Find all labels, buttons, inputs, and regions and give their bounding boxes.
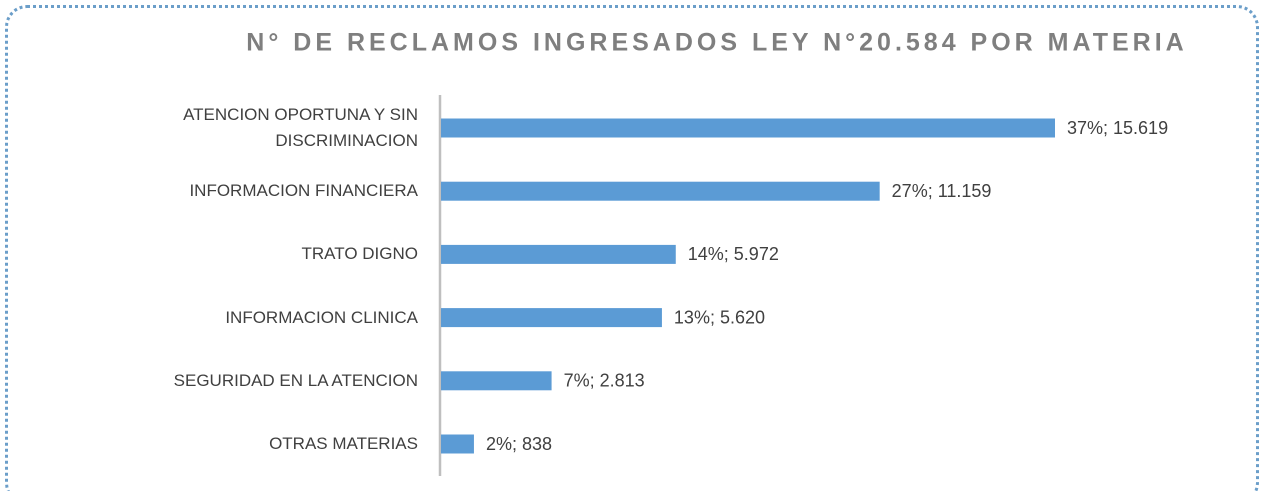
bar xyxy=(441,434,474,454)
bar xyxy=(441,181,880,201)
data-label: 14%; 5.972 xyxy=(688,244,779,264)
category-label: INFORMACION CLINICA xyxy=(225,307,418,327)
bar xyxy=(441,118,1055,138)
category-label: INFORMACION FINANCIERA xyxy=(189,181,418,201)
data-label: 27%; 11.159 xyxy=(892,181,992,201)
data-label: 13%; 5.620 xyxy=(674,307,765,327)
data-label: 7%; 2.813 xyxy=(564,371,645,391)
data-label: 2%; 838 xyxy=(486,434,552,454)
category-label: OTRAS MATERIAS xyxy=(269,434,418,453)
category-label: ATENCION OPORTUNA Y SIN DISCRIMINACION xyxy=(183,105,418,150)
bar xyxy=(441,371,552,391)
category-label: SEGURIDAD EN LA ATENCION xyxy=(173,370,418,390)
category-label: TRATO DIGNO xyxy=(301,244,419,264)
chart-frame xyxy=(5,5,1259,491)
chart-title: N° DE RECLAMOS INGRESADOS LEY N°20.584 P… xyxy=(246,29,1187,57)
data-label: 37%; 15.619 xyxy=(1067,118,1168,138)
bar xyxy=(441,308,662,328)
bar xyxy=(441,244,676,264)
